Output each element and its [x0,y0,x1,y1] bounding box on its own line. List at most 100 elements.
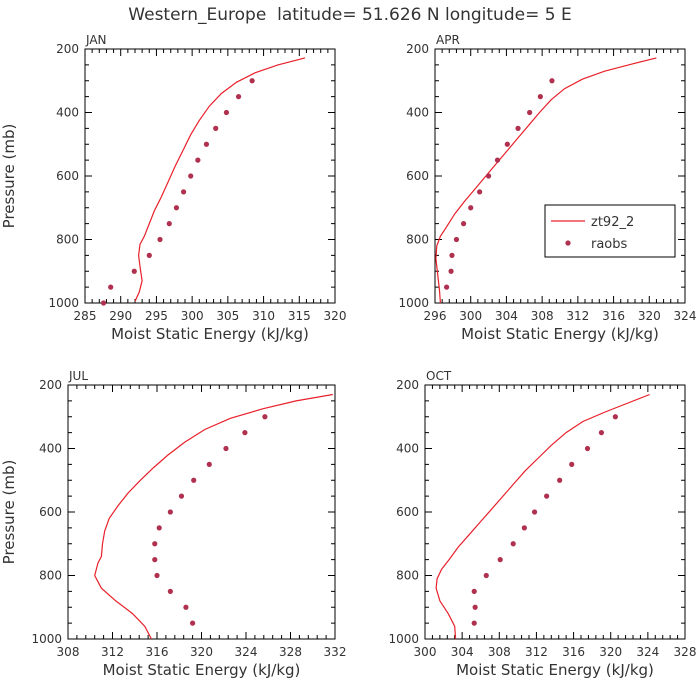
x-tick-label: 290 [109,309,132,323]
y-tick-label: 200 [406,42,429,56]
x-tick-label: 295 [145,309,168,323]
x-tick-label: 332 [324,645,347,659]
series-line-zt92_2 [134,57,306,302]
panel-label: OCT [426,369,452,383]
y-tick-label: 1000 [48,296,79,310]
legend-label: raobs [591,237,628,252]
y-tick-label: 400 [406,106,429,120]
y-tick-label: 800 [56,233,79,247]
data-point-raobs [146,252,152,258]
y-tick-label: 800 [396,569,419,583]
legend-marker-swatch [565,240,571,246]
data-point-raobs [510,541,516,547]
x-tick-label: 328 [279,645,302,659]
y-tick-label: 600 [56,169,79,183]
x-tick-label: 320 [190,645,213,659]
panel-label: APR [436,33,460,47]
data-point-raobs [166,221,172,227]
panel-apr: APR 296 300 304 308 312 316 320 324 200 400 600 800 1… [398,33,696,343]
x-tick-label: 315 [288,309,311,323]
data-point-raobs [448,268,454,274]
data-point-raobs [557,477,563,483]
x-tick-label: 328 [674,645,697,659]
data-point-raobs [157,236,163,243]
x-tick-label: 324 [636,645,659,659]
y-tick-label: 800 [406,233,429,247]
plot-frame [424,384,686,640]
x-tick-label: 312 [525,645,548,659]
data-point-raobs [504,141,510,147]
x-axis-label: Moist Static Energy (kJ/kg) [456,661,654,679]
data-point-raobs [471,620,477,626]
y-tick-label: 600 [396,505,419,519]
legend-box [544,204,676,258]
x-axis-label: Moist Static Energy (kJ/kg) [461,325,659,343]
data-point-raobs [152,557,158,563]
y-tick-label: 800 [39,569,62,583]
x-tick-label: 316 [562,645,585,659]
data-point-raobs [472,604,478,610]
data-point-raobs [188,173,194,179]
figure-title: Western_Europe latitude= 51.626 N longit… [128,5,571,25]
data-point-raobs [485,173,492,179]
data-point-raobs [223,109,230,116]
y-tick-label: 200 [396,378,419,392]
data-point-raobs [515,125,521,131]
x-tick-label: 304 [495,309,518,323]
data-point-raobs [183,604,189,610]
y-tick-label: 200 [39,378,62,392]
y-tick-label: 600 [39,505,62,519]
series-line-zt92_2 [435,57,657,304]
y-tick-label: 600 [406,169,429,183]
x-tick-label: 304 [451,645,474,659]
legend-label: zt92_2 [591,215,634,230]
data-point-raobs [449,252,455,258]
panel-jul: JUL 308 312 316 320 324 328 332 200 400 600 800 1000… [0,369,346,679]
data-point-raobs [460,221,467,227]
data-point-raobs [494,157,501,163]
data-point-raobs [223,445,229,452]
y-tick-label: 200 [56,42,79,56]
x-tick-label: 305 [216,309,239,323]
x-tick-label: 324 [235,645,258,659]
data-point-raobs [195,157,201,163]
data-point-raobs [213,125,219,131]
x-tick-label: 308 [488,645,511,659]
data-point-raobs [569,461,575,467]
data-point-raobs [180,189,187,195]
x-tick-label: 300 [414,645,437,659]
data-point-raobs [544,493,550,499]
data-point-raobs [100,300,107,306]
plot-frame [67,384,336,640]
x-tick-label: 308 [57,645,80,659]
x-tick-label: 300 [181,309,204,323]
data-point-raobs [477,189,483,195]
data-point-raobs [537,94,543,100]
data-point-raobs [521,525,527,531]
data-point-raobs [173,205,180,211]
data-point-raobs [131,268,137,274]
data-point-raobs [444,284,450,290]
y-axis-label: Pressure (mb) [0,460,18,565]
x-axis-label: Moist Static Energy (kJ/kg) [111,325,309,343]
data-point-raobs [167,509,173,515]
plot-frame [84,48,336,304]
plot-frame [434,48,686,304]
x-tick-label: 285 [74,309,97,323]
data-point-raobs [584,445,591,452]
data-point-raobs [242,430,248,436]
data-point-raobs [483,572,489,579]
x-tick-label: 308 [531,309,554,323]
panel-jan: JAN 285 290 295 300 305 310 315 320 200 400 600 800 1… [0,33,346,343]
data-point-raobs [527,109,533,116]
data-point-raobs [249,78,255,84]
x-tick-label: 300 [459,309,482,323]
data-point-raobs [191,477,197,483]
x-tick-label: 312 [101,645,124,659]
x-tick-label: 320 [324,309,347,323]
y-tick-label: 1000 [31,632,62,646]
data-point-raobs [154,572,160,579]
data-point-raobs [203,141,210,147]
